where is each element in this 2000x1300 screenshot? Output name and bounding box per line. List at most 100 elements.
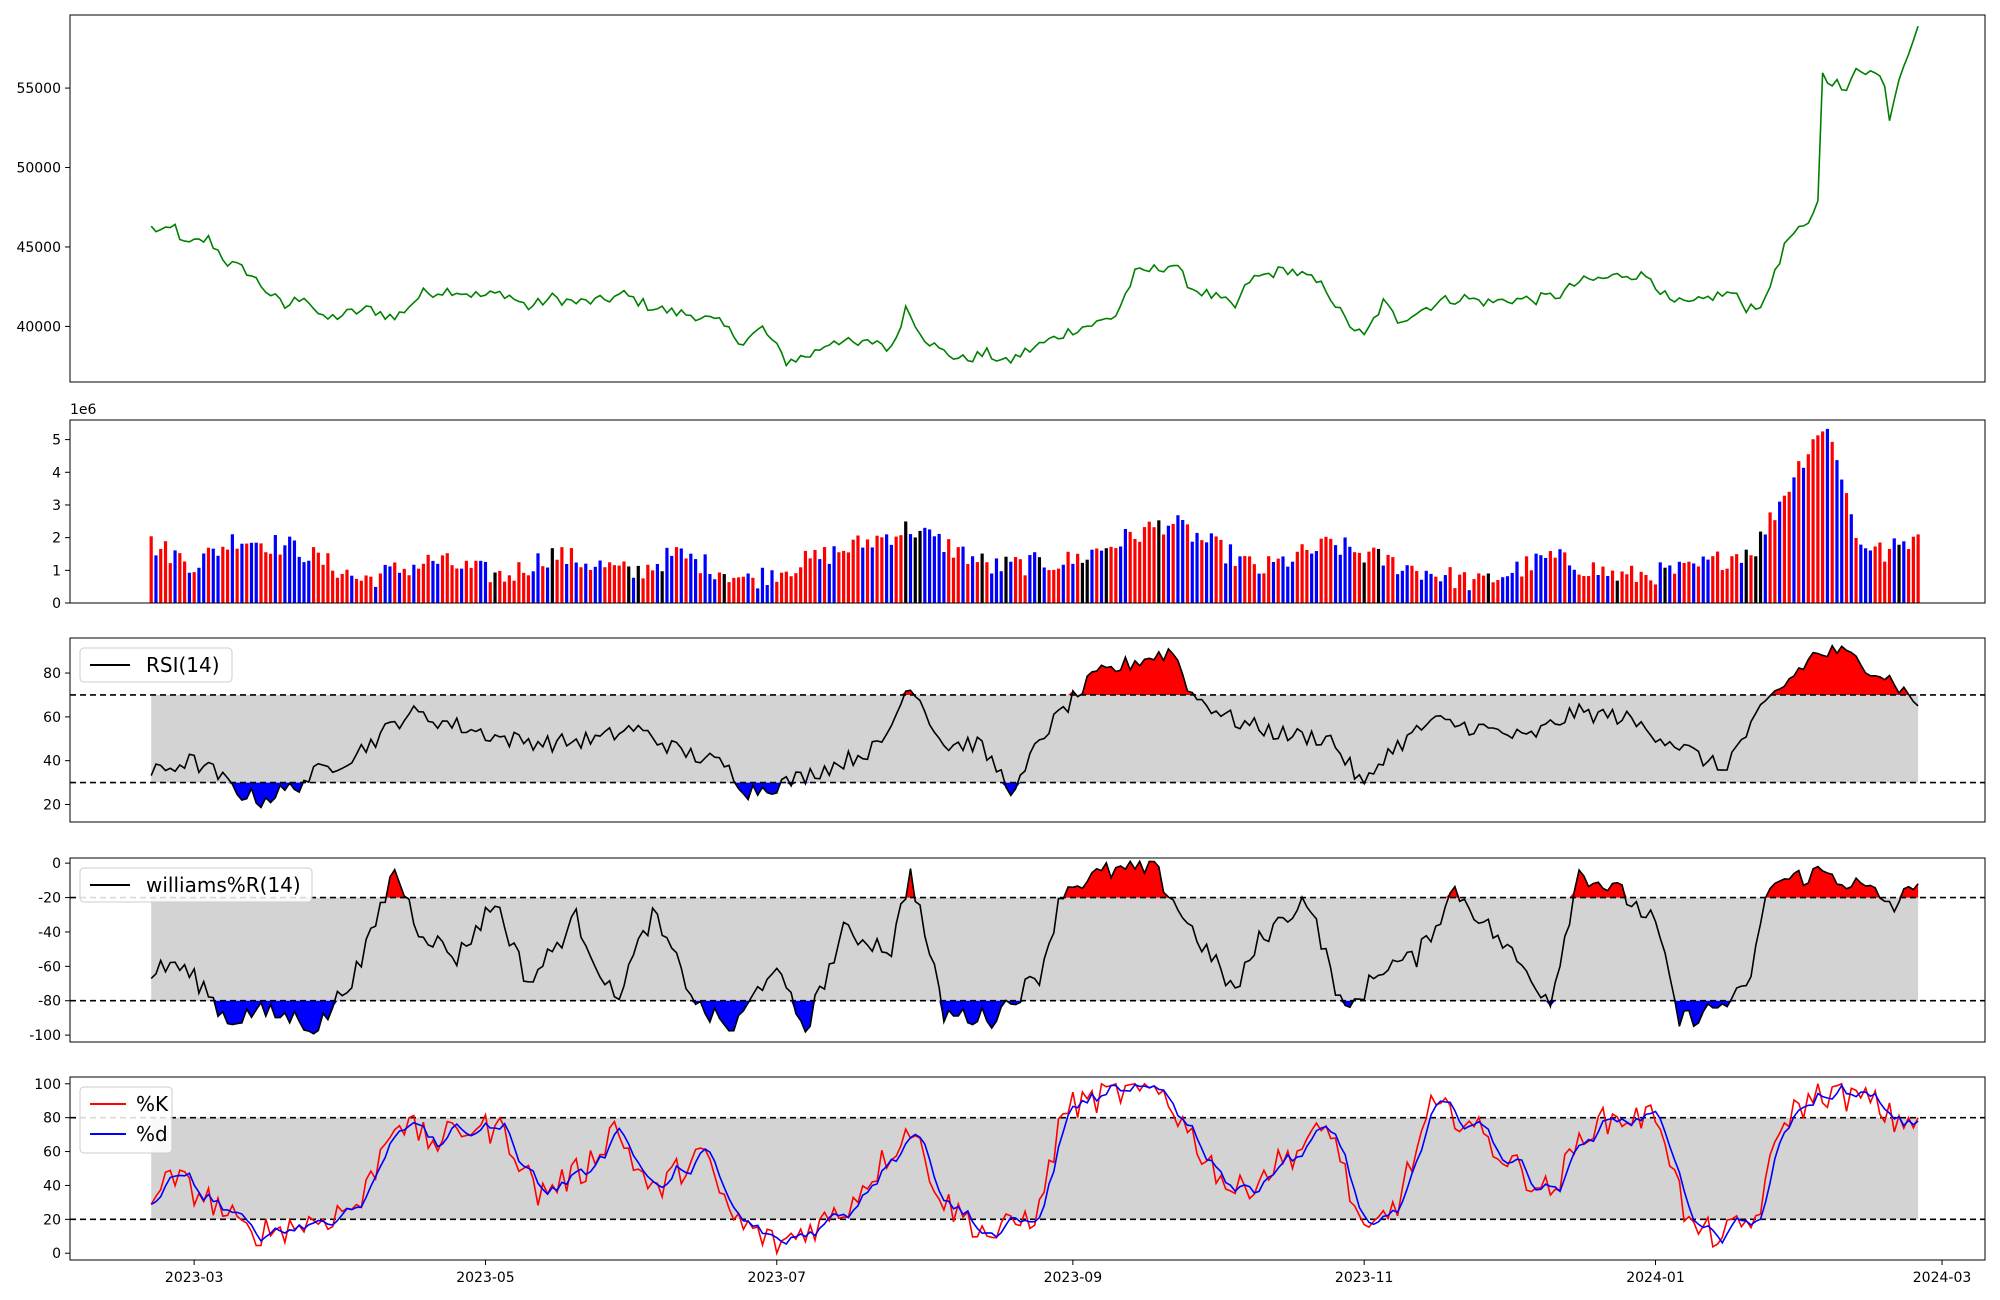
volume-bar — [923, 527, 927, 603]
volume-bar — [1190, 541, 1194, 603]
shared-x-axis: 2023-03 2023-05 2023-07 2023-09 2023-11 2024-… — [165, 1260, 1971, 1286]
volume-bar — [1653, 584, 1658, 603]
volume-bar — [1338, 554, 1342, 603]
volume-bar — [617, 565, 621, 603]
volume-bar — [206, 547, 211, 603]
volume-bar — [1582, 576, 1586, 603]
volume-bar — [822, 547, 827, 603]
volume-bar — [861, 547, 865, 603]
volume-bar — [369, 576, 373, 603]
volume-bar — [1835, 460, 1839, 603]
volume-bar — [1176, 515, 1180, 603]
volume-bar — [154, 555, 158, 603]
volume-bar — [574, 562, 578, 603]
volume-bar — [670, 555, 674, 603]
volume-bar — [851, 539, 855, 603]
volume-bar — [245, 543, 249, 603]
volume-bar — [1529, 570, 1533, 603]
volume-bar — [1018, 559, 1022, 603]
y-tick-label: 80 — [43, 1111, 61, 1127]
volume-bar — [569, 548, 574, 603]
volume-bar — [1596, 575, 1600, 603]
volume-bar — [235, 548, 239, 603]
volume-bar — [1572, 569, 1576, 603]
y-tick-label: 50000 — [16, 161, 61, 177]
volume-bar — [1419, 579, 1424, 603]
volume-bar — [1744, 549, 1748, 603]
volume-bar — [679, 548, 683, 603]
volume-bar — [1333, 545, 1338, 603]
volume-bar — [1391, 557, 1395, 603]
volume-bar — [1711, 556, 1715, 603]
volume-bar — [149, 536, 153, 603]
volume-bar — [1481, 575, 1486, 603]
volume-bar — [660, 571, 664, 603]
volume-bar — [1267, 556, 1271, 603]
volume-bar — [307, 560, 311, 603]
volume-bar — [708, 574, 712, 603]
legend: %K %d — [79, 1086, 173, 1154]
volume-bar — [445, 553, 449, 603]
volume-bar — [951, 557, 956, 603]
volume-bar — [751, 577, 755, 603]
volume-bar — [1587, 576, 1591, 603]
volume-bar — [1563, 552, 1567, 603]
volume-bar — [1916, 534, 1920, 603]
x-tick-label: 2023-05 — [456, 1270, 515, 1286]
volume-bar — [1424, 570, 1428, 603]
volume-bar — [1544, 557, 1548, 603]
volume-bar — [1477, 573, 1481, 603]
volume-bar — [1181, 519, 1185, 603]
volume-bar — [1138, 541, 1142, 603]
volume-bar — [1548, 551, 1553, 603]
volume-bar — [1677, 561, 1681, 603]
legend-label-k: %K — [136, 1092, 169, 1116]
volume-bar — [1396, 574, 1400, 603]
volume-bar — [211, 548, 215, 603]
volume-bar — [665, 547, 669, 603]
volume-bar — [221, 546, 225, 603]
volume-bar — [818, 559, 822, 603]
volume-bar — [956, 547, 960, 603]
volume-bar — [1061, 564, 1065, 603]
volume-bar — [1844, 493, 1849, 603]
volume-bar — [345, 569, 349, 603]
volume-bar — [479, 560, 483, 603]
volume-bar — [1515, 561, 1519, 603]
volume-bar — [1491, 582, 1495, 603]
volume-bar — [608, 562, 612, 603]
volume-bar — [531, 571, 535, 603]
volume-bar — [1233, 566, 1237, 603]
indicator-line — [150, 859, 1919, 1035]
volume-bar — [507, 575, 511, 603]
volume-bar — [1114, 548, 1118, 603]
volume-bar — [268, 553, 273, 603]
volume-bar — [1037, 557, 1042, 603]
volume-bar — [1749, 555, 1753, 603]
volume-bar — [994, 558, 999, 603]
y-tick-label: -100 — [29, 1028, 61, 1044]
volume-bar — [1448, 567, 1452, 603]
volume-bar — [350, 575, 354, 603]
volume-bar — [1462, 572, 1467, 603]
legend-label: williams%R(14) — [146, 873, 301, 897]
volume-bar — [1849, 514, 1853, 603]
volume-bar — [932, 536, 936, 603]
volume-bar — [1033, 552, 1037, 603]
volume-bar — [440, 555, 445, 603]
volume-bar — [937, 533, 941, 603]
volume-bar — [1343, 537, 1347, 603]
volume-bar — [159, 548, 163, 603]
volume-bar — [584, 563, 588, 603]
legend-box — [79, 867, 313, 903]
volume-bar — [216, 555, 220, 603]
legend-label-d: %d — [136, 1122, 168, 1146]
y-tick-label: 40000 — [16, 319, 61, 335]
y-tick-label: 40 — [43, 1178, 61, 1194]
volume-bar — [1076, 553, 1080, 603]
volume-bar — [1410, 565, 1414, 603]
y-tick-label: 0 — [52, 1246, 61, 1262]
volume-bar — [1663, 567, 1667, 603]
volume-bar — [1730, 556, 1734, 603]
price-line — [150, 25, 1919, 368]
